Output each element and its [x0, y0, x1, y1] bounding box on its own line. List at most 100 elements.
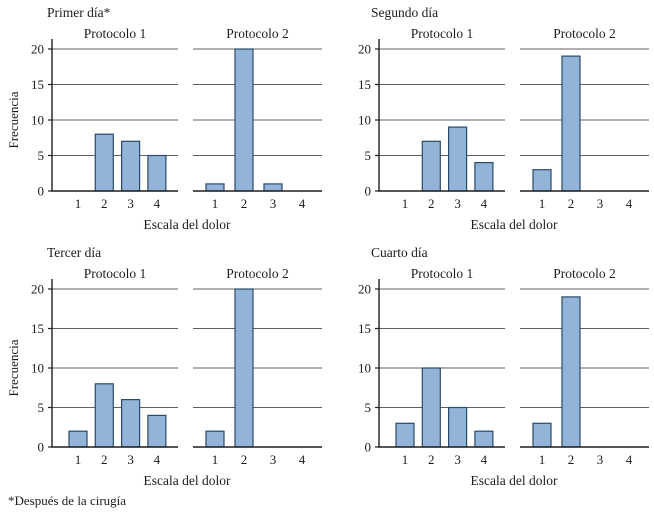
- x-tick-label: 2: [101, 196, 108, 211]
- bar: [147, 154, 167, 192]
- y-tick-label: 10: [31, 361, 44, 376]
- y-tick-label: 5: [38, 400, 45, 415]
- x-tick-label: 1: [212, 196, 219, 211]
- x-tick-label: 4: [481, 196, 488, 211]
- x-tick-label: 2: [428, 452, 435, 467]
- x-tick-label: 3: [127, 452, 134, 467]
- bar: [421, 140, 441, 192]
- y-tick-label: 10: [358, 361, 371, 376]
- bar: [94, 383, 114, 448]
- subchart-title: Protocolo 2: [226, 266, 289, 281]
- x-tick-label: 2: [241, 452, 248, 467]
- bar: [447, 406, 468, 448]
- x-tick-label: 1: [75, 452, 82, 467]
- x-tick-label: 1: [539, 196, 546, 211]
- x-tick-label: 3: [270, 196, 277, 211]
- y-tick-label: 5: [365, 400, 372, 415]
- y-tick-label: 0: [365, 440, 372, 455]
- figure-footnote: *Después de la cirugía: [8, 493, 127, 508]
- x-axis-title: Escala del dolor: [144, 473, 231, 488]
- y-tick-label: 5: [365, 148, 372, 163]
- panel-title-tercer-dia: Tercer día: [47, 245, 102, 260]
- x-tick-label: 3: [127, 196, 134, 211]
- x-tick-label: 3: [597, 196, 604, 211]
- x-tick-label: 1: [75, 196, 82, 211]
- bar: [234, 48, 254, 192]
- x-tick-label: 2: [428, 196, 435, 211]
- x-tick-label: 1: [212, 452, 219, 467]
- bar: [147, 414, 167, 448]
- bar: [205, 183, 225, 192]
- subchart-title: Protocolo 2: [553, 266, 616, 281]
- x-tick-label: 4: [299, 452, 306, 467]
- subchart-title: Protocolo 1: [84, 26, 147, 41]
- x-tick-label: 3: [597, 452, 604, 467]
- subchart-title: Protocolo 2: [553, 26, 616, 41]
- bar: [561, 296, 581, 448]
- y-tick-label: 5: [38, 148, 45, 163]
- y-tick-label: 20: [31, 282, 44, 297]
- x-tick-label: 3: [454, 452, 461, 467]
- subchart-title: Protocolo 2: [226, 26, 289, 41]
- panel-cuarto-dia: Cuarto día Protocolo 1 1 2 3 4 0 5 10 15 20 Protoc…: [327, 240, 654, 500]
- panel-title-segundo-dia: Segundo día: [371, 5, 439, 20]
- bar: [474, 162, 494, 192]
- bar: [120, 140, 141, 192]
- x-tick-label: 4: [626, 452, 633, 467]
- panel-title-primer-dia: Primer día*: [47, 5, 111, 20]
- bar: [68, 430, 88, 448]
- x-tick-label: 3: [454, 196, 461, 211]
- x-tick-label: 4: [154, 452, 161, 467]
- x-tick-label: 4: [481, 452, 488, 467]
- x-tick-label: 1: [402, 452, 409, 467]
- x-tick-label: 1: [539, 452, 546, 467]
- y-tick-label: 20: [358, 282, 371, 297]
- bar: [94, 133, 114, 192]
- y-tick-label: 10: [31, 113, 44, 128]
- bar: [234, 288, 254, 448]
- bar: [205, 430, 225, 448]
- y-tick-label: 20: [31, 42, 44, 57]
- x-tick-label: 4: [626, 196, 633, 211]
- subchart-title: Protocolo 1: [84, 266, 147, 281]
- subchart-title: Protocolo 1: [411, 266, 474, 281]
- chart-segundo-dia: Protocolo 1 1 2 3 4 0 5 10 15 20 Protocolo 2 1 2 3 4 Es…: [358, 26, 649, 232]
- bar: [263, 183, 283, 192]
- y-tick-label: 0: [365, 184, 372, 199]
- x-axis-title: Escala del dolor: [471, 217, 558, 232]
- y-tick-label: 0: [38, 440, 45, 455]
- bar: [120, 399, 141, 448]
- y-tick-label: 15: [358, 321, 371, 336]
- x-axis-title: Escala del dolor: [471, 473, 558, 488]
- chart-primer-dia: Protocolo 1 1 2 3 4 0 5 10 15 20 Protocolo 2 1 2 3 4 Es…: [31, 26, 322, 232]
- bar: [395, 422, 415, 448]
- panel-segundo-dia: Segundo día Protocolo 1 1 2 3 4 0 5 10 15 20 Proto…: [327, 0, 654, 240]
- y-tick-label: 15: [31, 77, 44, 92]
- bar: [532, 422, 552, 448]
- y-tick-label: 10: [358, 113, 371, 128]
- x-tick-label: 2: [101, 452, 108, 467]
- bar: [447, 126, 468, 192]
- y-tick-label: 15: [31, 321, 44, 336]
- chart-tercer-dia: Protocolo 1 1 2 3 4 0 5 10 15 20 Protocolo 2 1 2 3 4 Es…: [31, 266, 322, 488]
- bar: [421, 367, 441, 448]
- x-tick-label: 4: [299, 196, 306, 211]
- chart-cuarto-dia: Protocolo 1 1 2 3 4 0 5 10 15 20 Protocolo 2 1 2 3 4 Es…: [358, 266, 649, 488]
- bar: [474, 430, 494, 448]
- bar: [561, 55, 581, 192]
- x-tick-label: 2: [568, 452, 575, 467]
- x-tick-label: 1: [402, 196, 409, 211]
- subchart-title: Protocolo 1: [411, 26, 474, 41]
- bar: [532, 169, 552, 192]
- y-tick-label: 0: [38, 184, 45, 199]
- y-tick-label: 20: [358, 42, 371, 57]
- x-tick-label: 2: [241, 196, 248, 211]
- x-tick-label: 3: [270, 452, 277, 467]
- x-tick-label: 2: [568, 196, 575, 211]
- x-tick-label: 4: [154, 196, 161, 211]
- panel-title-cuarto-dia: Cuarto día: [371, 245, 428, 260]
- x-axis-title: Escala del dolor: [144, 217, 231, 232]
